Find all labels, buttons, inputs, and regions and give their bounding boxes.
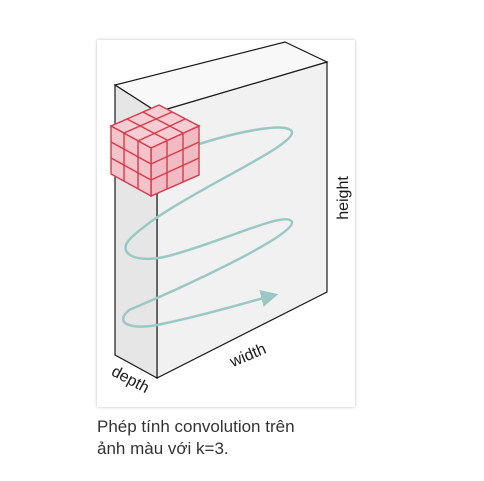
- width-label: width: [227, 341, 269, 372]
- caption-line-2: ảnh màu với k=3.: [97, 439, 229, 458]
- convolution-figure: height width depth: [97, 40, 355, 407]
- kernel-cube: [109, 104, 201, 198]
- height-label: height: [335, 176, 352, 220]
- scan-path: [120, 126, 294, 328]
- caption-line-1: Phép tính convolution trên: [97, 417, 295, 436]
- volume-front-face: [156, 61, 328, 379]
- convolution-diagram: height width depth: [108, 41, 352, 397]
- figure-caption: Phép tính convolution trên ảnh màu với k…: [97, 416, 367, 460]
